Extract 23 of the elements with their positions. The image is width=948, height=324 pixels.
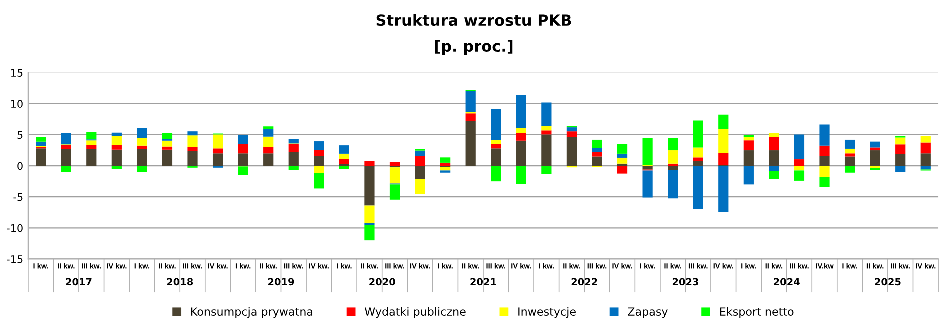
y-tick-label: 10 <box>11 100 23 108</box>
legend-label: Konsumpcja prywatna <box>191 307 313 318</box>
chart-title: Struktura wzrostu PKB <box>376 14 572 26</box>
text: 2017 <box>66 278 92 286</box>
y-tick-label: 15 <box>11 69 23 78</box>
y-tick-label: 0 <box>18 162 23 170</box>
legend-label: Zapasy <box>628 308 668 318</box>
text: 2021 <box>470 278 496 286</box>
text: 2018 <box>167 278 194 286</box>
chart-subtitle: [p. proc.] <box>435 40 513 56</box>
text: 2023 <box>672 278 698 286</box>
legend-label: Eksport netto <box>720 307 794 318</box>
y-tick-label: -15 <box>7 256 23 264</box>
text: 2020 <box>370 278 396 286</box>
legend-label: Inwestycje <box>518 307 576 318</box>
legend-label: Wydatki publiczne <box>365 307 466 318</box>
text: 2019 <box>268 278 294 286</box>
text: 2025 <box>875 278 901 286</box>
text: 2024 <box>774 278 800 286</box>
y-tick-label: -5 <box>14 193 23 202</box>
text: 2022 <box>572 278 598 286</box>
y-tick-label: 5 <box>18 131 23 140</box>
y-tick-label: -10 <box>7 224 23 232</box>
